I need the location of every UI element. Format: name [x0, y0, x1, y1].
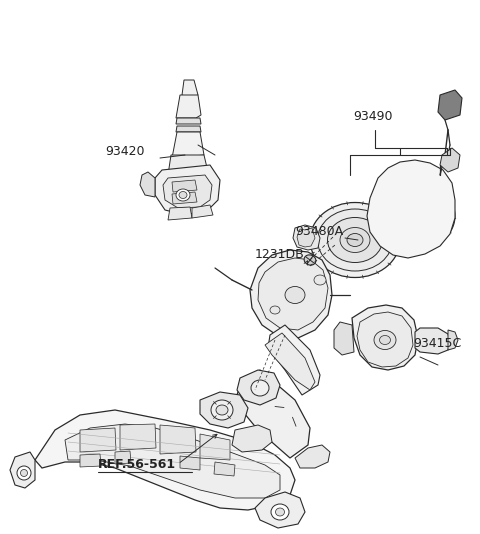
Ellipse shape — [285, 287, 305, 303]
Ellipse shape — [176, 189, 190, 201]
Polygon shape — [258, 258, 328, 330]
Polygon shape — [334, 322, 354, 355]
Ellipse shape — [304, 255, 316, 265]
Polygon shape — [352, 305, 418, 370]
Text: 93420: 93420 — [105, 145, 144, 158]
Polygon shape — [448, 330, 458, 350]
Polygon shape — [176, 95, 201, 118]
Polygon shape — [80, 454, 101, 467]
Ellipse shape — [270, 306, 280, 314]
Ellipse shape — [375, 181, 455, 249]
Polygon shape — [268, 325, 320, 395]
Polygon shape — [200, 392, 248, 428]
Polygon shape — [367, 160, 455, 258]
Text: 93490: 93490 — [353, 110, 393, 123]
Ellipse shape — [404, 206, 426, 224]
Ellipse shape — [314, 275, 326, 285]
Polygon shape — [214, 462, 235, 476]
Polygon shape — [357, 312, 413, 367]
Polygon shape — [440, 148, 460, 172]
Polygon shape — [65, 424, 280, 498]
Ellipse shape — [347, 233, 363, 247]
Polygon shape — [192, 205, 213, 218]
Polygon shape — [10, 452, 35, 488]
Ellipse shape — [179, 192, 187, 199]
Polygon shape — [297, 228, 315, 247]
Polygon shape — [295, 445, 330, 468]
Polygon shape — [115, 451, 131, 464]
Polygon shape — [80, 428, 116, 452]
Polygon shape — [172, 192, 197, 204]
Polygon shape — [155, 165, 220, 215]
Ellipse shape — [380, 335, 391, 344]
Ellipse shape — [251, 380, 269, 396]
Ellipse shape — [327, 217, 383, 263]
Polygon shape — [415, 328, 450, 354]
Ellipse shape — [271, 504, 289, 520]
Polygon shape — [255, 492, 305, 528]
Polygon shape — [235, 370, 310, 458]
Ellipse shape — [374, 331, 396, 349]
Ellipse shape — [276, 508, 285, 516]
Ellipse shape — [21, 469, 27, 476]
Ellipse shape — [310, 202, 400, 278]
Polygon shape — [176, 118, 201, 124]
Polygon shape — [237, 370, 280, 405]
Polygon shape — [438, 90, 462, 120]
Text: 93480A: 93480A — [295, 225, 343, 238]
Ellipse shape — [17, 466, 31, 480]
Polygon shape — [172, 132, 204, 158]
Polygon shape — [180, 456, 200, 470]
Polygon shape — [232, 425, 272, 452]
Ellipse shape — [340, 227, 370, 253]
Polygon shape — [200, 434, 230, 460]
Ellipse shape — [211, 400, 233, 420]
Polygon shape — [172, 180, 197, 192]
Polygon shape — [168, 155, 208, 175]
Polygon shape — [163, 175, 212, 208]
Text: 93415C: 93415C — [413, 337, 461, 350]
Ellipse shape — [216, 405, 228, 415]
Polygon shape — [250, 250, 332, 338]
Text: REF.56-561: REF.56-561 — [98, 458, 176, 471]
Ellipse shape — [317, 209, 393, 271]
Polygon shape — [182, 80, 198, 98]
Polygon shape — [160, 425, 196, 454]
Polygon shape — [265, 333, 315, 390]
Polygon shape — [176, 126, 201, 132]
Polygon shape — [35, 410, 295, 510]
Ellipse shape — [393, 196, 437, 234]
Polygon shape — [120, 424, 156, 450]
Text: 1231DB: 1231DB — [255, 248, 305, 261]
Polygon shape — [293, 225, 320, 250]
Polygon shape — [140, 172, 155, 197]
Polygon shape — [168, 207, 192, 220]
Ellipse shape — [383, 187, 447, 242]
